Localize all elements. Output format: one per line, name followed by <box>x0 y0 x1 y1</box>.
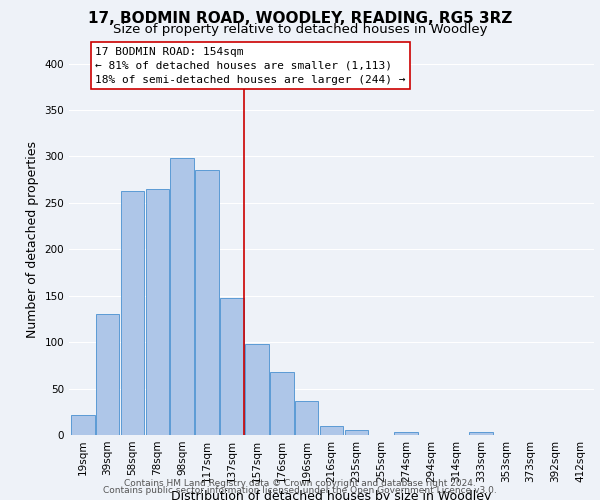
Bar <box>146 189 169 435</box>
Bar <box>96 314 119 435</box>
Bar <box>320 426 343 435</box>
Bar <box>469 432 493 435</box>
Text: Contains public sector information licensed under the Open Government Licence v3: Contains public sector information licen… <box>103 486 497 495</box>
Bar <box>170 158 194 435</box>
Text: 17 BODMIN ROAD: 154sqm
← 81% of detached houses are smaller (1,113)
18% of semi-: 17 BODMIN ROAD: 154sqm ← 81% of detached… <box>95 47 406 85</box>
Bar <box>344 430 368 435</box>
Text: Size of property relative to detached houses in Woodley: Size of property relative to detached ho… <box>113 22 487 36</box>
Text: 17, BODMIN ROAD, WOODLEY, READING, RG5 3RZ: 17, BODMIN ROAD, WOODLEY, READING, RG5 3… <box>88 11 512 26</box>
Bar <box>121 191 144 435</box>
X-axis label: Distribution of detached houses by size in Woodley: Distribution of detached houses by size … <box>172 490 491 500</box>
Bar <box>270 372 293 435</box>
Y-axis label: Number of detached properties: Number of detached properties <box>26 142 39 338</box>
Bar <box>220 298 244 435</box>
Bar <box>71 414 95 435</box>
Bar <box>394 432 418 435</box>
Bar <box>245 344 269 435</box>
Text: Contains HM Land Registry data © Crown copyright and database right 2024.: Contains HM Land Registry data © Crown c… <box>124 478 476 488</box>
Bar <box>195 170 219 435</box>
Bar <box>295 400 319 435</box>
